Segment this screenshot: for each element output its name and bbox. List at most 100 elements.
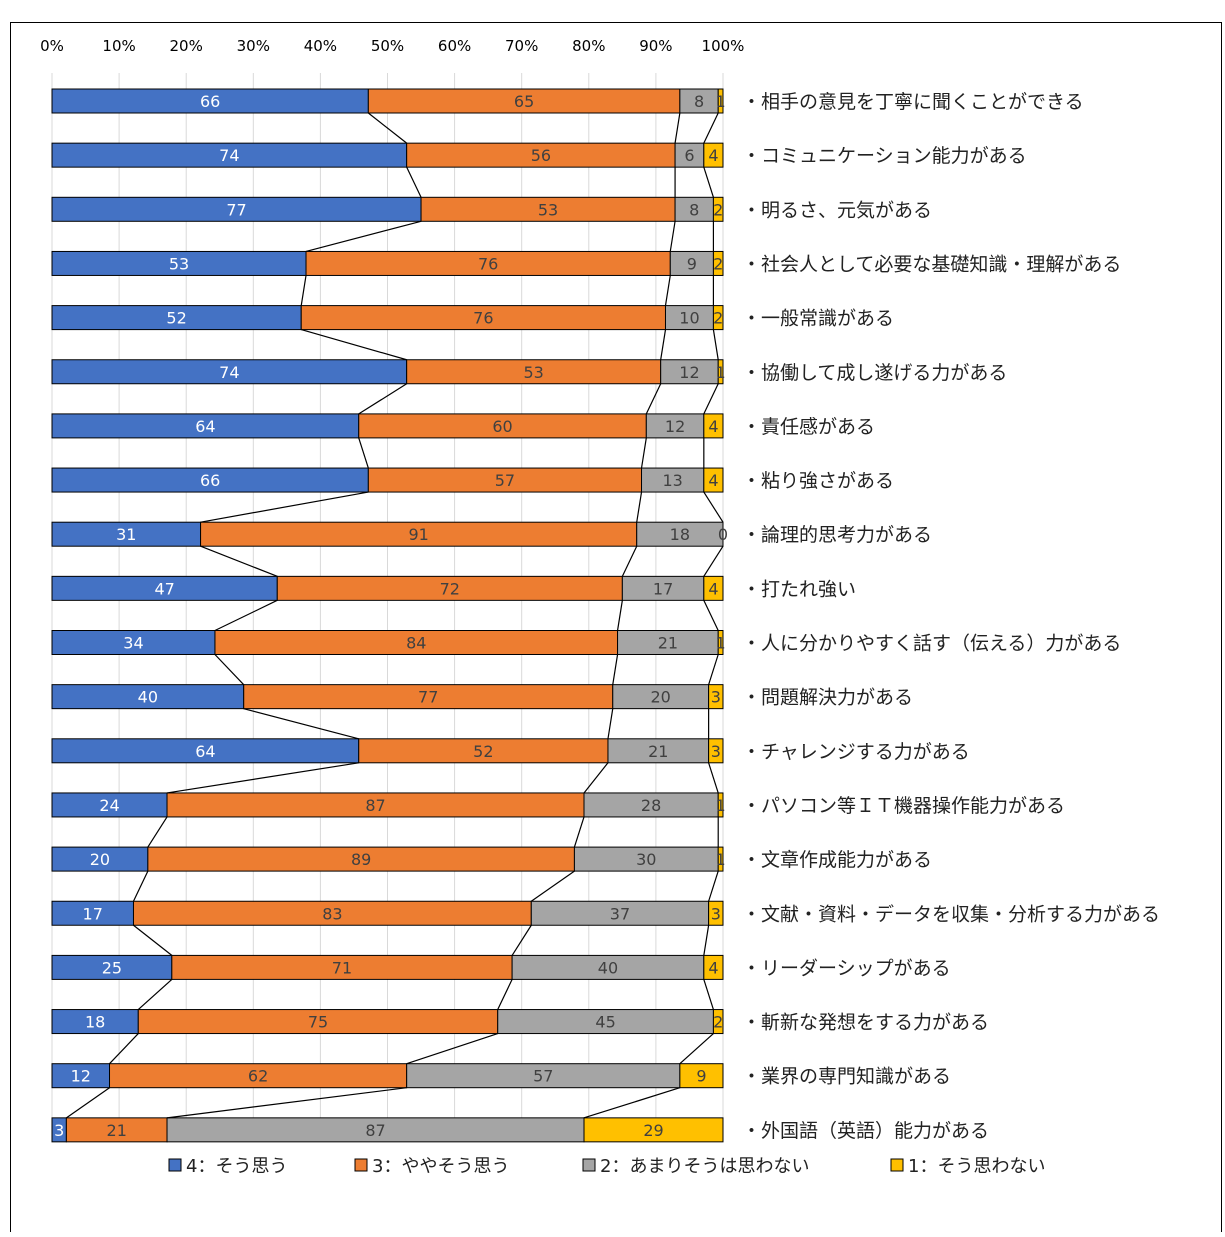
- data-label: 17: [653, 579, 673, 598]
- bar-segment: [641, 467, 705, 493]
- data-label: 4: [708, 146, 718, 165]
- bar-segment: [51, 359, 408, 385]
- connector-line: [703, 112, 719, 144]
- x-tick-label: 100%: [702, 37, 745, 55]
- category-label: ・明るさ、元気がある: [742, 199, 932, 221]
- bar-segment: [51, 575, 278, 601]
- data-label: 21: [107, 1121, 127, 1140]
- data-label: 34: [123, 634, 143, 653]
- category-label: ・チャレンジする力がある: [742, 741, 970, 763]
- data-label: 4: [708, 471, 718, 490]
- data-label: 4: [708, 417, 718, 436]
- x-tick-label: 80%: [572, 37, 605, 55]
- data-label: 3: [711, 742, 721, 761]
- bar-segment: [712, 305, 724, 331]
- connector-line: [243, 708, 359, 740]
- category-label: ・コミュニケーション能力がある: [742, 145, 1027, 167]
- connector-line: [669, 221, 676, 252]
- data-label: 8: [694, 92, 704, 111]
- x-tick-label: 30%: [237, 37, 270, 55]
- connector-line: [137, 978, 173, 1010]
- category-label: ・業界の専門知識がある: [742, 1066, 951, 1088]
- connector-line: [200, 545, 278, 577]
- data-label: 40: [598, 958, 618, 977]
- bar-segment: [703, 575, 724, 601]
- data-label: 3: [711, 688, 721, 707]
- data-label: 64: [195, 417, 215, 436]
- connector-line: [133, 924, 173, 956]
- bar-segment: [51, 413, 360, 439]
- bar-segment: [530, 900, 710, 926]
- connector-line: [214, 654, 245, 686]
- data-label: 62: [248, 1067, 268, 1086]
- data-label: 89: [351, 850, 371, 869]
- bar-segment: [703, 413, 724, 439]
- connector-line: [703, 166, 714, 198]
- data-label: 3: [711, 904, 721, 923]
- data-label: 57: [533, 1067, 553, 1086]
- x-axis-ticks: 0% 10% 20% 30% 40% 50% 60% 70% 80% 90% 100%: [40, 37, 744, 55]
- legend-label: 3：ややそう思う: [372, 1156, 509, 1177]
- bar-segment: [147, 846, 575, 872]
- bar-segment: [573, 846, 719, 872]
- connector-line: [301, 329, 407, 361]
- data-label: 12: [679, 363, 699, 382]
- connector-line: [300, 275, 307, 306]
- gridlines: [51, 73, 724, 1140]
- x-tick-label: 50%: [371, 37, 404, 55]
- bar-segment: [358, 738, 609, 764]
- data-label: 76: [473, 309, 493, 328]
- chart-frame: 0% 10% 20% 30% 40% 50% 60% 70% 80% 90% 100% 66 65 8 1…: [10, 22, 1222, 1232]
- connector-line: [583, 762, 609, 794]
- bar-segment: [109, 1063, 408, 1089]
- connector-line: [660, 329, 667, 360]
- connector-line: [703, 979, 714, 1010]
- connector-line: [406, 166, 422, 198]
- data-label: 1: [716, 796, 726, 815]
- category-label: ・斬新な発想をする力がある: [742, 1012, 989, 1034]
- bar-segment: [712, 1009, 724, 1035]
- data-label: 60: [492, 417, 512, 436]
- data-label: 74: [219, 146, 239, 165]
- bar-segment: [674, 196, 714, 222]
- data-label: 56: [531, 146, 551, 165]
- data-label: 6: [684, 146, 694, 165]
- bar-segment: [51, 792, 168, 818]
- legend-item: 4：そう思う: [168, 1156, 287, 1177]
- connector-line: [703, 600, 719, 631]
- category-label: ・外国語（英語）能力がある: [742, 1120, 989, 1142]
- data-label: 17: [83, 904, 103, 923]
- data-label: 0: [718, 525, 728, 544]
- connector-line: [607, 708, 614, 739]
- data-label: 64: [195, 742, 215, 761]
- category-label: ・相手の意見を丁寧に聞くことができる: [742, 91, 1084, 113]
- bar-segment: [621, 575, 705, 601]
- bar-segment: [300, 305, 666, 331]
- data-label: 12: [665, 417, 685, 436]
- connector-line: [367, 112, 408, 144]
- category-label: ・協働して成し遂げる力がある: [742, 362, 1007, 384]
- data-label: 18: [670, 525, 690, 544]
- bar-segment: [636, 521, 724, 547]
- connector-line: [612, 654, 619, 685]
- bar-segment: [51, 467, 369, 493]
- bar-segment: [51, 846, 149, 872]
- bar-segment: [51, 521, 202, 547]
- legend-swatch: [582, 1158, 596, 1172]
- connector-line: [679, 1033, 714, 1065]
- connector-line: [358, 383, 407, 415]
- legend-swatch: [168, 1158, 182, 1172]
- data-label: 4: [708, 579, 718, 598]
- data-label: 28: [641, 796, 661, 815]
- legend-swatch: [890, 1158, 904, 1172]
- category-label: ・社会人として必要な基礎知識・理解がある: [742, 253, 1121, 275]
- data-label: 13: [662, 471, 682, 490]
- data-label: 25: [102, 958, 122, 977]
- category-label: ・パソコン等ＩＴ機器操作能力がある: [742, 795, 1065, 817]
- data-label: 31: [116, 525, 136, 544]
- bar-segment: [703, 142, 724, 168]
- data-label: 3: [54, 1121, 64, 1140]
- connector-line: [200, 491, 369, 523]
- connector-line: [147, 816, 168, 848]
- data-label: 40: [138, 688, 158, 707]
